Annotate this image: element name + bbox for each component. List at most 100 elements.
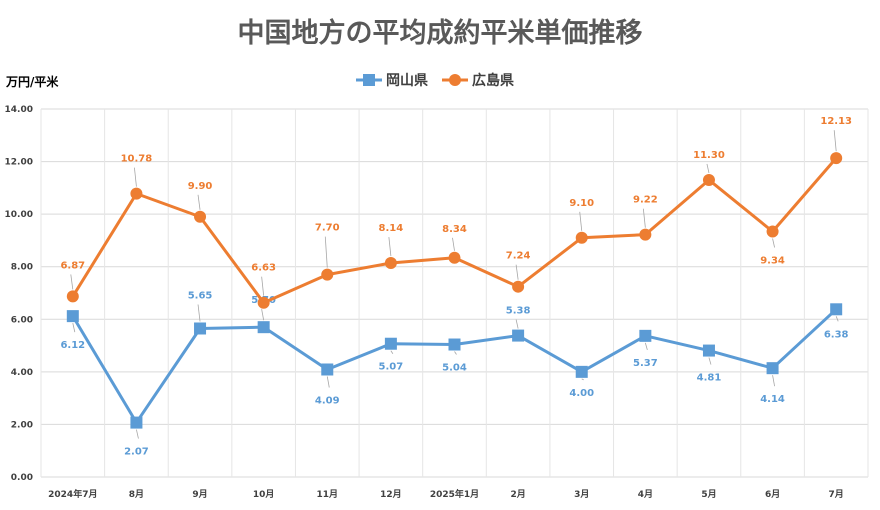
data-label: 2.07 [124,447,149,458]
chart-title: 中国地方の平均成約平米単価推移 [238,17,643,49]
data-label: 10.78 [121,154,153,165]
legend-item-hiroshima: 広島県 [442,72,514,89]
x-tick-label: 4月 [638,489,653,500]
legend-item-okayama: 岡山県 [356,73,428,89]
data-label-leader [834,130,836,151]
data-point-marker [830,152,842,164]
data-label-leader [327,376,329,387]
data-label-leader [582,379,584,380]
y-axis-unit-label: 万円/平米 [5,74,59,89]
data-point-marker [576,366,588,378]
y-tick-label: 2.00 [11,420,33,430]
data-label-leader [389,237,391,256]
data-point-marker [258,321,270,333]
legend-label-okayama: 岡山県 [386,73,428,89]
data-label-leader [198,195,200,210]
x-tick-label: 5月 [701,489,716,500]
x-tick-label: 7月 [829,489,844,500]
x-tick-label: 12月 [380,489,402,500]
data-label-leader [73,323,75,332]
data-label: 12.13 [820,116,852,127]
data-point-marker [67,290,79,302]
legend-marker-okayama [363,74,375,86]
data-label-leader [580,212,582,231]
data-point-marker [512,330,524,342]
data-point-marker [194,211,206,223]
data-point-marker [767,225,779,237]
data-label: 7.70 [315,223,340,234]
data-label: 4.81 [697,373,722,384]
data-label: 6.87 [60,260,85,271]
data-point-marker [449,252,461,264]
data-label-leader [71,274,73,289]
x-tick-label: 6月 [765,489,780,500]
data-label: 5.65 [188,290,213,301]
data-point-marker [130,188,142,200]
data-label-leader [391,351,393,354]
data-label: 11.30 [693,150,725,161]
data-label-leader [707,164,709,173]
x-tick-label: 10月 [253,489,275,500]
y-tick-label: 4.00 [11,368,33,378]
y-tick-label: 6.00 [11,315,33,325]
legend-label-hiroshima: 広島県 [472,72,514,89]
data-label-leader [645,343,647,350]
x-tick-label: 2025年1月 [430,488,479,500]
data-label-leader [262,309,264,320]
data-point-marker [703,345,715,357]
data-point-marker [321,363,333,375]
data-label-leader [134,168,136,187]
data-label-leader [516,320,518,329]
legend: 岡山県 広島県 [356,72,514,89]
y-tick-label: 12.00 [5,158,33,168]
y-tick-label: 0.00 [11,473,33,483]
x-tick-label: 11月 [317,489,339,500]
data-label: 4.09 [315,395,340,406]
data-label-leader [136,430,138,439]
data-point-marker [576,232,588,244]
data-point-marker [449,339,461,351]
data-label-leader [455,352,457,355]
data-point-marker [385,338,397,350]
data-label-leader [325,237,327,268]
data-label: 5.07 [379,362,404,373]
data-label-leader [773,238,775,247]
data-label: 8.34 [442,224,467,235]
data-point-marker [639,330,651,342]
data-label: 5.04 [442,363,467,374]
data-label: 9.22 [633,195,658,206]
data-point-marker [767,362,779,374]
x-tick-label: 3月 [574,489,589,500]
data-label: 4.00 [569,388,594,399]
x-tick-label: 2月 [510,489,525,500]
data-point-marker [639,229,651,241]
plot-area: 0.00 2.00 4.00 6.00 8.00 10.00 12.00 14.00 2024年… [5,105,868,500]
data-point-marker [385,257,397,269]
legend-marker-hiroshima [449,74,461,86]
data-label-leader [643,209,645,228]
data-label-leader [262,277,264,296]
data-point-marker [321,269,333,281]
data-label: 6.63 [251,263,276,274]
data-label: 9.10 [569,198,594,209]
data-label: 4.14 [760,394,785,405]
data-label: 8.14 [379,223,404,234]
data-label-leader [709,358,711,365]
data-point-marker [830,303,842,315]
x-tick-label: 2024年7月 [48,488,97,500]
data-label: 9.34 [760,255,785,266]
data-label: 6.38 [824,329,849,340]
x-tick-label: 8月 [129,489,144,500]
data-label: 7.24 [506,251,531,262]
data-point-marker [512,281,524,293]
y-tick-label: 10.00 [5,210,33,220]
data-point-marker [130,417,142,429]
data-label: 6.12 [60,340,85,351]
y-tick-label: 8.00 [11,263,33,273]
data-label-leader [773,375,775,386]
y-tick-label: 14.00 [5,105,33,115]
data-point-marker [67,310,79,322]
x-tick-label: 9月 [192,489,207,500]
data-label: 5.37 [633,358,658,369]
data-label: 5.38 [506,306,531,317]
